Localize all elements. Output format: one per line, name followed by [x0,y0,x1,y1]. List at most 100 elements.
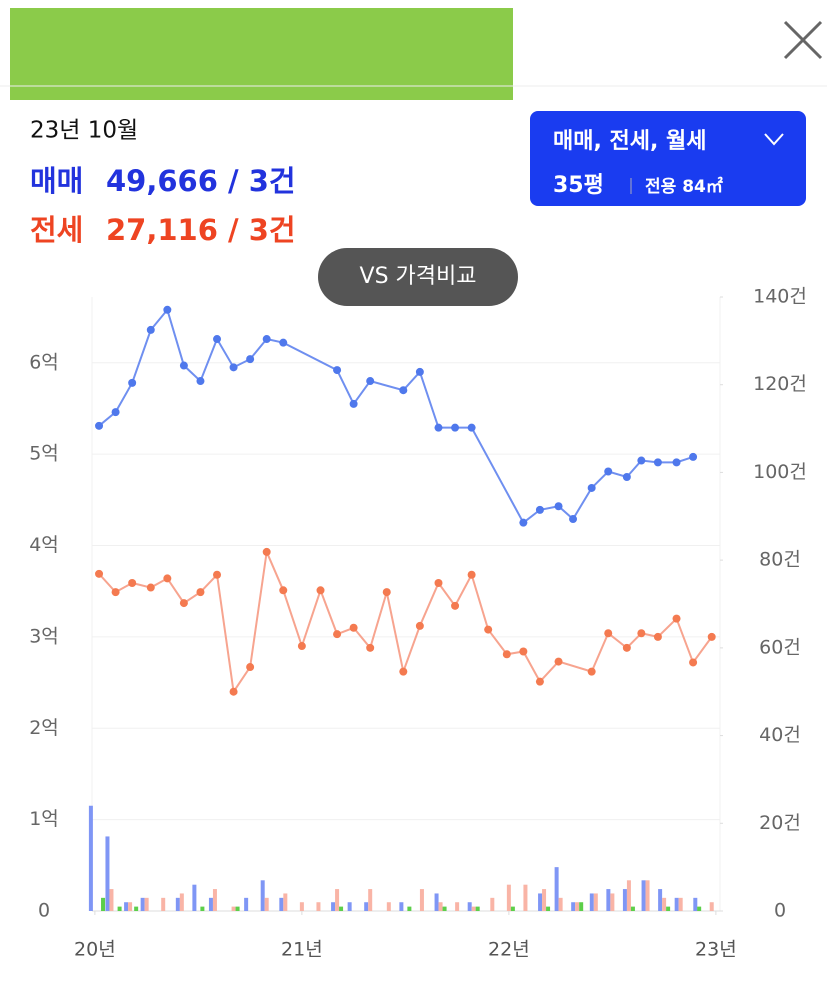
volume-bar [264,897,269,911]
volume-bar [610,893,615,911]
y2-tick-label: 0 [774,900,786,922]
price-point [604,467,613,476]
volume-bar [606,889,611,911]
volume-bar [666,906,671,911]
price-point [653,632,662,641]
sale-label: 매매 [30,164,83,198]
price-point [95,421,104,430]
volume-bar [347,902,352,911]
volume-bar [693,897,698,911]
y2-tick-label: 100건 [753,461,807,483]
price-point [451,601,460,610]
volume-bar [117,906,122,911]
price-point [569,515,578,524]
compare-label: VS 가격비교 [360,264,477,289]
price-point [415,367,424,376]
price-point [279,586,288,595]
price-point [163,305,172,314]
price-point [349,399,358,408]
price-point [415,621,424,630]
price-point [707,632,716,641]
price-point [637,629,646,638]
price-point [111,588,120,597]
y2-tick-label: 140건 [753,286,807,308]
chart: 0 1억 2억 3억 4억 5억 6억 0 20건 40건 60건 80건 100건 120건 140건 20… [29,286,807,961]
price-point [467,570,476,579]
price-point [653,458,662,467]
price-point [399,386,408,395]
price-point [366,377,375,386]
price-point [146,583,155,592]
volume-bar [260,880,265,911]
price-point [434,578,443,587]
volume-bar [212,889,217,911]
volume-bar [105,836,110,911]
price-point [213,335,222,344]
volume-bar [124,902,129,911]
price-point [349,623,358,632]
price-point [502,650,511,659]
volume-bar [235,906,240,911]
x-tick-label: 23년 [695,939,737,961]
price-point [689,452,698,461]
x-tick-label: 22년 [488,939,530,961]
volume-bar [335,889,340,911]
price-point [672,614,681,623]
volume-bar [554,867,559,911]
volume-bar [161,897,166,911]
volume-bar [140,897,145,911]
price-point [622,472,631,481]
close-button[interactable] [783,20,823,60]
volume-bar [283,893,288,911]
price-point [535,677,544,686]
volume-bar [208,897,213,911]
volume-bar [134,906,139,911]
price-point [196,377,205,386]
price-point [399,667,408,676]
price-point [262,547,271,556]
close-icon [783,20,823,60]
price-point [672,458,681,467]
volume-bar [144,897,149,911]
price-point [128,578,137,587]
compare-button[interactable]: VS 가격비교 [318,248,518,306]
y-tick-label: 4억 [29,534,59,556]
price-point [519,518,528,527]
volume-bar [101,897,106,911]
price-point [484,625,493,634]
price-point [213,570,222,579]
volume-bar [438,902,443,911]
price-line [98,307,694,525]
volume-bar [279,897,284,911]
price-point [179,599,188,608]
filter-button[interactable]: 매매, 전세, 월세 35평 전용 84㎡ [530,111,806,206]
volume-bar [88,805,93,911]
volume-bar [674,897,679,911]
price-point [95,569,104,578]
y-tick-label: 6억 [29,351,59,373]
volume-bar [678,897,683,911]
price-point [587,667,596,676]
price-point [519,647,528,656]
volume-bar [244,897,249,911]
volume-bar [299,902,304,911]
price-point [246,663,255,672]
volume-bar [506,884,511,911]
y2-tick-label: 20건 [759,812,801,834]
price-point [196,588,205,597]
date: 23년 10월 [30,118,138,144]
volume-bar [407,906,412,911]
filter-bg [530,111,806,206]
volume-bar [558,897,563,911]
price-point [382,588,391,597]
price-point [146,325,155,334]
volume-bar [364,902,369,911]
price-point [689,658,698,667]
volume-bar [368,889,373,911]
y-tick-label: 2억 [29,717,59,739]
volume-bar [709,902,714,911]
price-point [333,366,342,375]
volume-bar [641,880,646,911]
price-point [637,456,646,465]
chevron [764,133,784,146]
